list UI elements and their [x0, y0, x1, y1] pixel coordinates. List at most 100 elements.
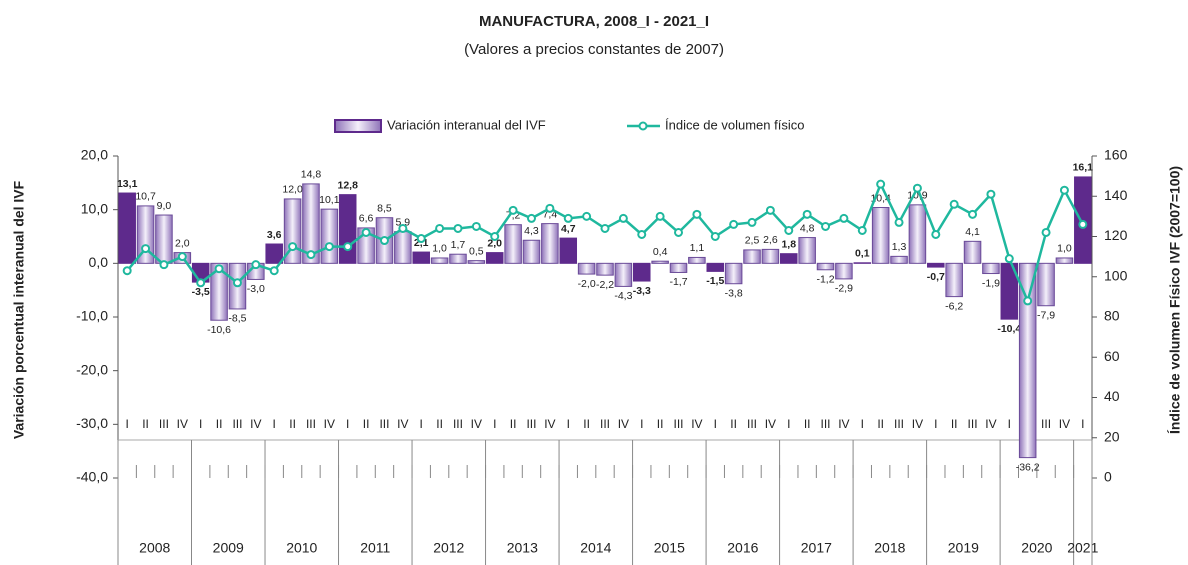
marker: [1059, 185, 1069, 195]
bar: [724, 262, 743, 285]
x-tick-label: IV: [544, 417, 555, 431]
chart-title: MANUFACTURA, 2008_I - 2021_I: [479, 13, 709, 30]
x-tick-label: IV: [838, 417, 849, 431]
data-label: 14,8: [301, 169, 322, 181]
y-tick-label: -40,0: [76, 469, 108, 485]
bar: [467, 260, 486, 264]
bar: [816, 262, 835, 271]
bar: [430, 257, 449, 264]
data-label: 3,6: [267, 229, 282, 241]
bar: [963, 240, 982, 264]
bar: [485, 252, 504, 264]
data-label: -0,7: [927, 271, 945, 283]
marker: [435, 223, 445, 233]
bar: [982, 262, 1000, 275]
x-tick-label: IV: [765, 417, 776, 431]
year-label: 2016: [727, 540, 758, 556]
bar: [761, 248, 780, 264]
marker: [453, 223, 463, 233]
x-tick-label: II: [951, 417, 958, 431]
x-tick-label: II: [289, 417, 296, 431]
bar: [320, 208, 339, 264]
bar: [577, 262, 596, 275]
marker: [141, 244, 151, 254]
chart-subtitle: (Valores a precios constantes de 2007): [464, 41, 724, 58]
y2-tick-label: 100: [1104, 267, 1128, 283]
data-label: -6,2: [945, 300, 963, 312]
bar: [541, 223, 559, 264]
x-tick-label: I: [934, 417, 937, 431]
data-label: 12,0: [282, 184, 303, 196]
marker: [674, 227, 684, 237]
marker: [894, 217, 904, 227]
y2-tick-label: 20: [1104, 428, 1120, 444]
marker: [1041, 227, 1051, 237]
bar: [394, 231, 412, 264]
year-label: 2020: [1021, 540, 1052, 556]
data-label: 1,3: [892, 241, 907, 253]
marker: [1078, 219, 1088, 229]
bar: [743, 249, 761, 264]
bar: [1000, 262, 1019, 320]
x-tick-label: IV: [397, 417, 408, 431]
marker: [214, 264, 224, 274]
marker: [306, 250, 316, 260]
x-tick-label: I: [714, 417, 717, 431]
year-label: 2013: [507, 540, 538, 556]
marker: [637, 229, 647, 239]
x-tick-label: IV: [177, 417, 188, 431]
marker: [159, 260, 169, 270]
marker: [471, 221, 481, 231]
bar: [927, 262, 945, 268]
marker: [600, 223, 610, 233]
data-label: -3,8: [725, 288, 743, 300]
bar: [559, 237, 578, 264]
marker: [802, 209, 812, 219]
data-label: 16,1: [1073, 162, 1094, 174]
x-tick-label: II: [363, 417, 370, 431]
x-tick-label: IV: [1059, 417, 1070, 431]
marker: [177, 252, 187, 262]
data-label: 4,3: [524, 225, 539, 237]
marker: [784, 225, 794, 235]
marker: [747, 217, 757, 227]
y2-tick-label: 80: [1104, 308, 1120, 324]
marker: [821, 221, 831, 231]
x-tick-label: III: [306, 417, 316, 431]
bar: [155, 214, 173, 264]
marker: [931, 229, 941, 239]
marker: [122, 266, 132, 276]
bar: [706, 262, 725, 272]
bar: [780, 253, 798, 264]
y-tick-label: 20,0: [81, 147, 108, 163]
marker: [692, 209, 702, 219]
legend-label: Variación interanual del IVF: [387, 117, 546, 132]
year-label: 2019: [948, 540, 979, 556]
year-label: 2021: [1067, 540, 1098, 556]
year-label: 2017: [801, 540, 832, 556]
data-label: 1,0: [432, 243, 447, 255]
x-tick-label: I: [1008, 417, 1011, 431]
data-label: 5,9: [396, 216, 411, 228]
marker: [361, 227, 371, 237]
bar: [651, 260, 669, 264]
marker: [618, 213, 628, 223]
marker: [196, 278, 206, 288]
data-label: -10,6: [207, 324, 231, 336]
marker: [251, 260, 261, 270]
x-tick-label: II: [216, 417, 223, 431]
data-label: 2,6: [763, 234, 778, 246]
data-label: -7,9: [1037, 310, 1055, 322]
x-tick-label: I: [787, 417, 790, 431]
marker: [416, 234, 426, 244]
x-tick-label: III: [821, 417, 831, 431]
y2-tick-label: 160: [1104, 147, 1128, 163]
data-label: 0,1: [855, 248, 870, 260]
x-tick-label: IV: [985, 417, 996, 431]
x-tick-label: II: [510, 417, 517, 431]
x-tick-label: IV: [250, 417, 261, 431]
year-label: 2008: [139, 540, 170, 556]
marker: [582, 211, 592, 221]
data-label: 1,1: [690, 242, 705, 254]
